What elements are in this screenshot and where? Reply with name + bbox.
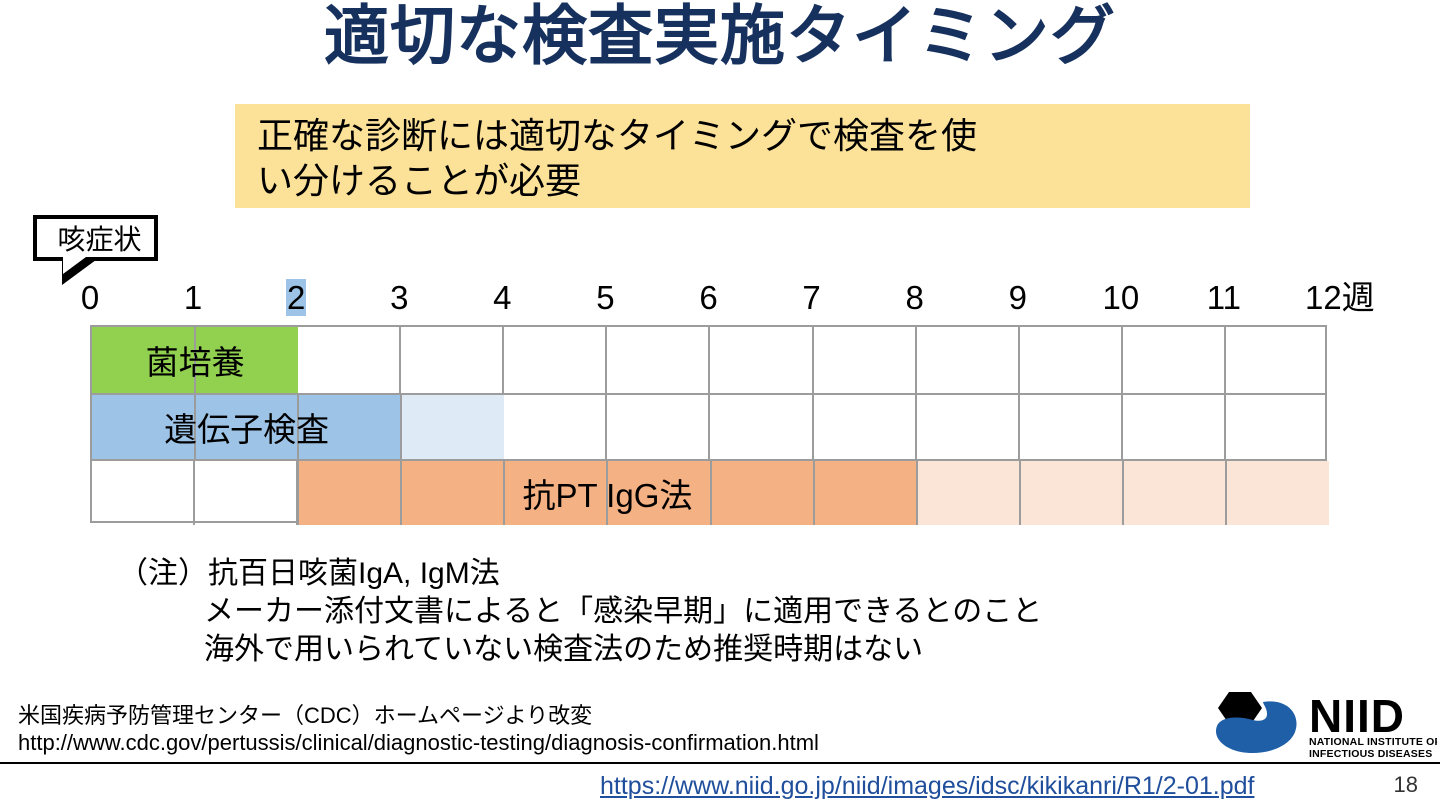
- grid-cell: [607, 395, 711, 459]
- timeline-row: 遺伝子検査: [92, 393, 1325, 459]
- grid-line: [400, 461, 403, 525]
- grid-cell: [1123, 327, 1226, 393]
- axis-tick-week-5: 5: [545, 278, 665, 318]
- callout-label: 咳症状: [57, 224, 142, 255]
- axis-tick-week-12: 12週: [1267, 278, 1440, 318]
- svg-text:NATIONAL INSTITUTE OF: NATIONAL INSTITUTE OF: [1309, 736, 1437, 748]
- highlight-banner-text: 正確な診断には適切なタイミングで検査を使 い分けることが必要: [257, 113, 1232, 204]
- source-line-1: 米国疾病予防管理センター（CDC）ホームページより改変: [18, 703, 593, 728]
- axis-tick-value: 7: [802, 279, 821, 316]
- grid-line: [297, 395, 300, 459]
- axis-tick-week-3: 3: [339, 278, 459, 318]
- grid-cell: [298, 327, 402, 393]
- axis-tick-week-2: 2: [236, 278, 356, 318]
- page-title: 適切な検査実施タイミング: [323, 0, 1116, 72]
- niid-logo-svg: NIID NATIONAL INSTITUTE OF INFECTIOUS DI…: [1216, 690, 1437, 760]
- grid-cell: [917, 327, 1020, 393]
- timeline-row: 抗PT IgG法: [92, 459, 1329, 525]
- source-block: 米国疾病予防管理センター（CDC）ホームページより改変 http://www.c…: [18, 703, 1198, 757]
- axis-tick-week-1: 1: [133, 278, 253, 318]
- grid-cell: [814, 395, 917, 459]
- grid-line: [194, 327, 197, 393]
- grid-cell: [1123, 395, 1226, 459]
- week-axis: 0 1 2 3 4 5 6 7 8 9 10 11 12週: [81, 278, 1375, 318]
- cough-symptom-callout: 咳症状: [33, 215, 158, 261]
- axis-tick-value: 5: [596, 279, 615, 316]
- axis-tick-value: 12: [1305, 279, 1342, 316]
- grid-line: [1018, 461, 1021, 525]
- axis-tick-week-11: 11: [1164, 278, 1284, 318]
- grid-line: [812, 461, 815, 525]
- axis-tick-week-4: 4: [442, 278, 562, 318]
- callout-tail-inner-icon: [63, 254, 90, 274]
- grid-line: [297, 461, 300, 525]
- axis-tick-value: 11: [1206, 279, 1242, 316]
- page-number: 18: [1393, 772, 1418, 797]
- grid-cell: [607, 327, 711, 393]
- grid-cell: [504, 327, 608, 393]
- banner-line-1: 正確な診断には適切なタイミングで検査を使: [257, 115, 978, 156]
- axis-tick-value: 6: [699, 279, 718, 316]
- grid-line: [709, 461, 712, 525]
- axis-tick-value: 10: [1102, 279, 1140, 316]
- axis-tick-week-6: 6: [649, 278, 769, 318]
- source-url: http://www.cdc.gov/pertussis/clinical/di…: [18, 729, 819, 755]
- niid-logo: NIID NATIONAL INSTITUTE OF INFECTIOUS DI…: [1205, 688, 1437, 760]
- axis-tick-week-8: 8: [855, 278, 975, 318]
- grid-cell: [401, 327, 505, 393]
- timeline-segment: [92, 395, 402, 459]
- grid-cell: [1226, 395, 1329, 459]
- footer-divider: [0, 762, 1440, 764]
- grid-line: [400, 395, 403, 459]
- axis-tick-week-7: 7: [752, 278, 872, 318]
- axis-tick-value: 4: [493, 279, 512, 316]
- timeline-segment: [401, 395, 505, 459]
- grid-cell: [1020, 395, 1123, 459]
- axis-tick-value: 3: [390, 279, 409, 316]
- grid-line: [1224, 461, 1227, 525]
- timeline-row: 菌培養: [92, 327, 1325, 393]
- note-line-2: メーカー添付文書によると「感染早期」に適用できるとのこと: [204, 594, 1043, 628]
- axis-tick-week-10: 10: [1061, 278, 1181, 318]
- axis-tick-value: 0: [80, 279, 100, 316]
- grid-cell: [814, 327, 917, 393]
- axis-tick-week-0: 0: [30, 278, 150, 318]
- grid-cell: [711, 395, 814, 459]
- grid-cell: [195, 461, 299, 525]
- axis-tick-value: 1: [183, 279, 203, 316]
- banner-line-2: い分けることが必要: [257, 160, 582, 202]
- grid-line: [606, 461, 609, 525]
- grid-cell: [504, 395, 608, 459]
- grid-line: [194, 395, 197, 459]
- grid-cell: [92, 461, 196, 525]
- note-block: （注）抗百日咳菌IgA, IgM法 メーカー添付文書によると「感染早期」に適用で…: [118, 555, 1418, 668]
- niid-mark-icon: [1216, 692, 1297, 754]
- axis-tick-week-9: 9: [958, 278, 1078, 318]
- note-line-1: （注）抗百日咳菌IgA, IgM法: [118, 557, 500, 590]
- grid-cell: [711, 327, 814, 393]
- grid-line: [1121, 461, 1124, 525]
- pdf-link[interactable]: https://www.niid.go.jp/niid/images/idsc/…: [600, 772, 1255, 800]
- grid-line: [503, 461, 506, 525]
- axis-tick-value: 9: [1008, 279, 1027, 316]
- timeline-grid: 菌培養 遺伝子検査 抗PT IgG法: [90, 325, 1329, 525]
- note-line-3: 海外で用いられていない検査法のため推奨時期はない: [204, 632, 924, 666]
- grid-cell: [917, 395, 1020, 459]
- svg-text:NIID: NIID: [1309, 690, 1405, 742]
- axis-tick-value: 8: [905, 279, 924, 316]
- grid-cell: [1020, 327, 1123, 393]
- grid-cell: [1226, 327, 1329, 393]
- grid-line: [915, 461, 918, 525]
- axis-unit-label: 週: [1341, 279, 1375, 316]
- axis-tick-value: 2: [285, 279, 307, 316]
- svg-text:INFECTIOUS DISEASES: INFECTIOUS DISEASES: [1309, 748, 1432, 760]
- highlight-banner: 正確な診断には適切なタイミングで検査を使 い分けることが必要: [235, 104, 1250, 208]
- niid-wordmark: NIID NATIONAL INSTITUTE OF INFECTIOUS DI…: [1309, 690, 1437, 760]
